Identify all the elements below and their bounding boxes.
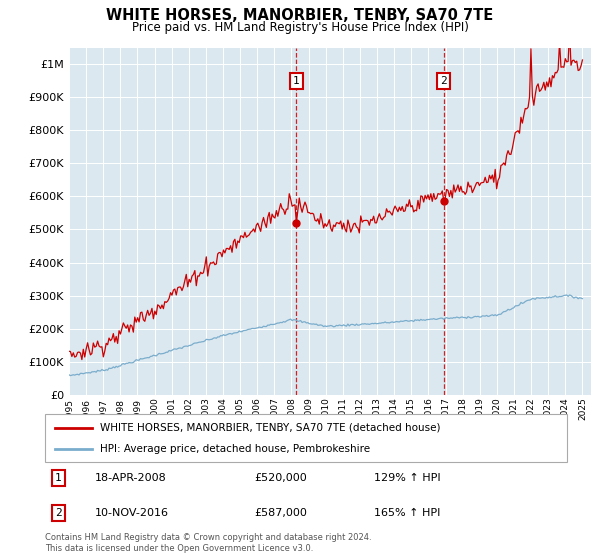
Text: Price paid vs. HM Land Registry's House Price Index (HPI): Price paid vs. HM Land Registry's House …	[131, 21, 469, 34]
Text: Contains HM Land Registry data © Crown copyright and database right 2024.
This d: Contains HM Land Registry data © Crown c…	[45, 533, 371, 553]
Text: WHITE HORSES, MANORBIER, TENBY, SA70 7TE: WHITE HORSES, MANORBIER, TENBY, SA70 7TE	[106, 8, 494, 24]
Text: £587,000: £587,000	[254, 508, 307, 518]
Text: 165% ↑ HPI: 165% ↑ HPI	[374, 508, 440, 518]
Text: 1: 1	[293, 76, 300, 86]
Text: 1: 1	[55, 473, 61, 483]
Text: £520,000: £520,000	[254, 473, 307, 483]
Text: 129% ↑ HPI: 129% ↑ HPI	[374, 473, 440, 483]
Text: 18-APR-2008: 18-APR-2008	[95, 473, 166, 483]
Text: 2: 2	[55, 508, 61, 518]
Text: 2: 2	[440, 76, 447, 86]
FancyBboxPatch shape	[45, 414, 567, 462]
Text: WHITE HORSES, MANORBIER, TENBY, SA70 7TE (detached house): WHITE HORSES, MANORBIER, TENBY, SA70 7TE…	[100, 423, 440, 433]
Text: HPI: Average price, detached house, Pembrokeshire: HPI: Average price, detached house, Pemb…	[100, 444, 370, 454]
Text: 10-NOV-2016: 10-NOV-2016	[95, 508, 169, 518]
